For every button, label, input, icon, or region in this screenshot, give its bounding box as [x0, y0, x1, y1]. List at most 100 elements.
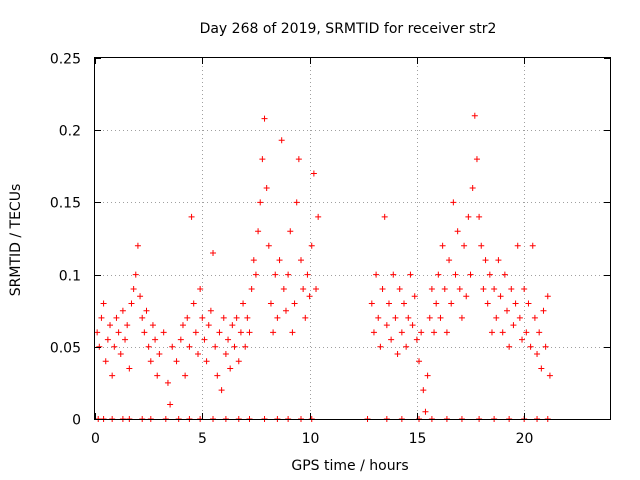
- data-point: [192, 329, 199, 336]
- data-point: [527, 343, 534, 350]
- data-point: [443, 329, 450, 336]
- data-point: [259, 156, 266, 163]
- data-point: [486, 271, 493, 278]
- data-point: [147, 358, 154, 365]
- data-point: [203, 358, 210, 365]
- data-point: [441, 286, 448, 293]
- data-point: [276, 257, 283, 264]
- data-point: [484, 300, 491, 307]
- data-point: [304, 271, 311, 278]
- data-point: [471, 112, 478, 119]
- data-point: [205, 322, 212, 329]
- data-point: [132, 271, 139, 278]
- data-point: [306, 293, 313, 300]
- data-point: [396, 286, 403, 293]
- data-point: [96, 343, 103, 350]
- data-point: [212, 343, 219, 350]
- data-point: [291, 300, 298, 307]
- data-point: [401, 300, 407, 307]
- data-point: [240, 300, 247, 307]
- data-point: [267, 300, 274, 307]
- data-point: [394, 351, 401, 358]
- data-point: [373, 271, 380, 278]
- data-point: [122, 336, 129, 343]
- data-point: [287, 228, 294, 235]
- data-point: [173, 358, 180, 365]
- data-point: [488, 329, 495, 336]
- data-point: [531, 314, 538, 321]
- data-point: [169, 343, 176, 350]
- data-point: [544, 293, 551, 300]
- data-point: [164, 379, 171, 386]
- data-point: [510, 322, 517, 329]
- data-point: [381, 213, 388, 220]
- data-point: [398, 329, 405, 336]
- data-point: [504, 307, 510, 314]
- data-point: [405, 314, 412, 321]
- data-point: [450, 199, 457, 206]
- data-point: [420, 387, 427, 394]
- axis-ticks: 0 5 10 15 20 0 0.05 0.1 0.15 0.2 0.25: [50, 52, 610, 447]
- data-point: [437, 314, 444, 321]
- data-point: [229, 322, 236, 329]
- data-point: [435, 271, 442, 278]
- data-point: [255, 228, 262, 235]
- data-point: [177, 336, 184, 343]
- data-point: [111, 343, 118, 350]
- data-point: [476, 213, 483, 220]
- data-point: [220, 314, 227, 321]
- data-point: [478, 242, 485, 249]
- data-point: [315, 213, 322, 220]
- data-point: [109, 372, 116, 379]
- data-point: [186, 343, 193, 350]
- data-point: [497, 293, 504, 300]
- data-point: [542, 343, 549, 350]
- data-point: [482, 257, 489, 264]
- data-point: [467, 271, 474, 278]
- data-point: [152, 336, 159, 343]
- data-point: [282, 307, 289, 314]
- data-point: [104, 336, 111, 343]
- data-point: [403, 343, 410, 350]
- data-point: [310, 170, 317, 177]
- data-point: [227, 365, 234, 372]
- data-point: [525, 300, 532, 307]
- data-point: [302, 314, 309, 321]
- data-point: [534, 351, 541, 358]
- data-point: [250, 257, 257, 264]
- data-point: [473, 156, 480, 163]
- data-point: [370, 329, 377, 336]
- data-point: [126, 365, 133, 372]
- data-point: [278, 137, 285, 144]
- data-point: [469, 184, 476, 191]
- data-point: [300, 286, 307, 293]
- data-point: [154, 372, 161, 379]
- data-point: [452, 271, 459, 278]
- data-point: [149, 322, 156, 329]
- data-point: [422, 408, 429, 415]
- y-tick-label: 0.05: [50, 341, 81, 357]
- data-point: [313, 286, 320, 293]
- data-point: [216, 329, 223, 336]
- data-point: [546, 372, 553, 379]
- data-point: [392, 314, 399, 321]
- data-point: [261, 115, 268, 122]
- y-tick-label: 0.1: [59, 269, 81, 285]
- data-point: [197, 286, 204, 293]
- data-point: [499, 329, 506, 336]
- data-point: [433, 300, 440, 307]
- data-point: [257, 199, 264, 206]
- data-point: [252, 271, 259, 278]
- data-point: [113, 314, 120, 321]
- data-point: [156, 351, 163, 358]
- data-point: [501, 271, 508, 278]
- x-tick-label: 0: [91, 431, 100, 447]
- data-point: [248, 286, 255, 293]
- y-tick-label: 0.2: [59, 124, 81, 140]
- data-point: [480, 286, 487, 293]
- data-point: [265, 242, 272, 249]
- data-point: [235, 358, 242, 365]
- data-point: [225, 336, 232, 343]
- plot-frame: [94, 57, 611, 420]
- data-point: [100, 300, 107, 307]
